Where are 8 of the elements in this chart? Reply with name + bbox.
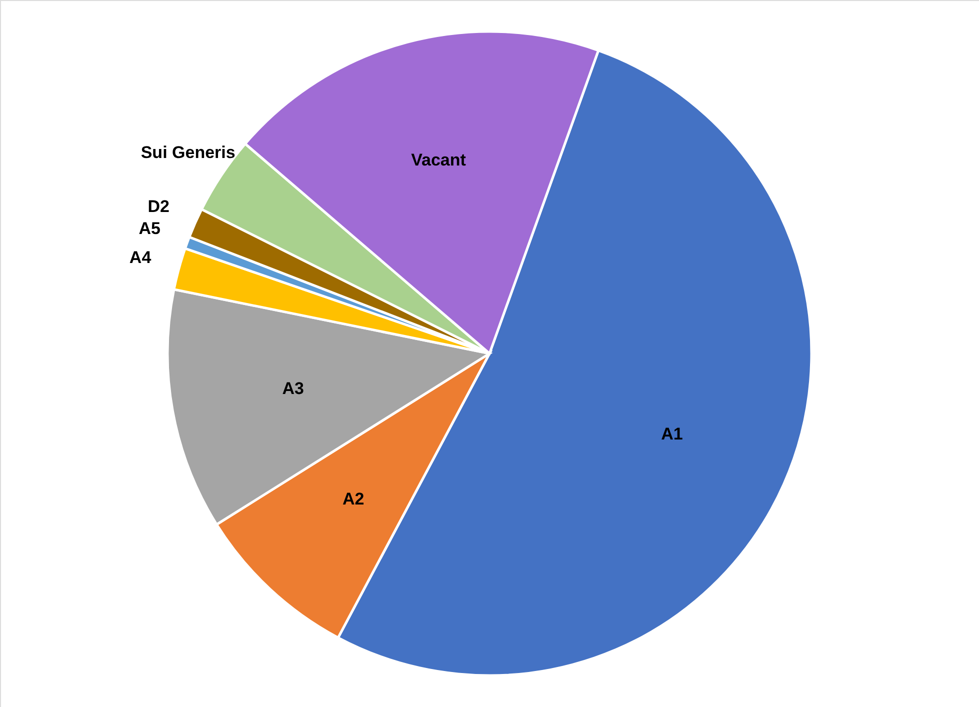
- slice-label: D2: [148, 196, 170, 216]
- slice-label: A2: [342, 490, 364, 509]
- slice-label: A4: [129, 248, 152, 268]
- slice-label: Vacant: [411, 150, 466, 170]
- slice-label: A5: [138, 218, 160, 238]
- slice-label: Sui Generis: [140, 143, 236, 162]
- slice-label: A3: [282, 379, 304, 398]
- slice-label: A1: [661, 424, 683, 444]
